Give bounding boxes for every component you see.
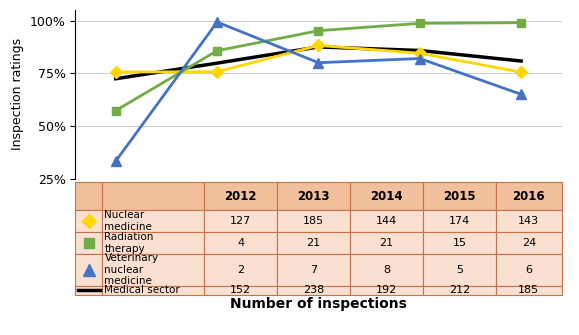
- FancyBboxPatch shape: [496, 232, 562, 254]
- FancyBboxPatch shape: [277, 210, 350, 232]
- Text: 185: 185: [518, 285, 540, 295]
- FancyBboxPatch shape: [204, 182, 277, 210]
- FancyBboxPatch shape: [75, 285, 102, 295]
- Text: 143: 143: [518, 216, 540, 226]
- Text: 7: 7: [310, 265, 317, 275]
- FancyBboxPatch shape: [75, 182, 102, 210]
- Text: 127: 127: [230, 216, 251, 226]
- Text: Nuclear
medicine: Nuclear medicine: [104, 210, 152, 232]
- Text: 144: 144: [376, 216, 397, 226]
- Text: Medical sector: Medical sector: [104, 285, 180, 295]
- Text: 152: 152: [230, 285, 251, 295]
- FancyBboxPatch shape: [102, 232, 204, 254]
- Text: 238: 238: [303, 285, 324, 295]
- FancyBboxPatch shape: [350, 285, 423, 295]
- FancyBboxPatch shape: [496, 285, 562, 295]
- FancyBboxPatch shape: [277, 254, 350, 285]
- FancyBboxPatch shape: [277, 285, 350, 295]
- FancyBboxPatch shape: [75, 210, 102, 232]
- FancyBboxPatch shape: [102, 210, 204, 232]
- Text: 24: 24: [522, 238, 536, 248]
- FancyBboxPatch shape: [277, 232, 350, 254]
- Text: 2: 2: [237, 265, 244, 275]
- Text: 212: 212: [449, 285, 470, 295]
- FancyBboxPatch shape: [102, 285, 204, 295]
- Text: 185: 185: [303, 216, 324, 226]
- Text: 15: 15: [453, 238, 467, 248]
- Text: 5: 5: [456, 265, 463, 275]
- FancyBboxPatch shape: [204, 210, 277, 232]
- FancyBboxPatch shape: [423, 254, 496, 285]
- Text: Number of inspections: Number of inspections: [230, 297, 407, 311]
- FancyBboxPatch shape: [496, 254, 562, 285]
- Text: 174: 174: [449, 216, 470, 226]
- FancyBboxPatch shape: [102, 182, 204, 210]
- FancyBboxPatch shape: [277, 182, 350, 210]
- Text: 2016: 2016: [512, 190, 545, 203]
- FancyBboxPatch shape: [75, 232, 102, 254]
- FancyBboxPatch shape: [350, 254, 423, 285]
- FancyBboxPatch shape: [496, 182, 562, 210]
- Text: 2015: 2015: [443, 190, 476, 203]
- FancyBboxPatch shape: [423, 210, 496, 232]
- Text: 21: 21: [306, 238, 321, 248]
- FancyBboxPatch shape: [496, 210, 562, 232]
- Text: 192: 192: [376, 285, 397, 295]
- FancyBboxPatch shape: [350, 210, 423, 232]
- FancyBboxPatch shape: [423, 285, 496, 295]
- FancyBboxPatch shape: [102, 254, 204, 285]
- Text: 2013: 2013: [298, 190, 330, 203]
- Y-axis label: Inspection ratings: Inspection ratings: [11, 38, 24, 150]
- FancyBboxPatch shape: [204, 254, 277, 285]
- Text: 21: 21: [379, 238, 394, 248]
- FancyBboxPatch shape: [350, 182, 423, 210]
- FancyBboxPatch shape: [423, 182, 496, 210]
- FancyBboxPatch shape: [75, 254, 102, 285]
- Text: 6: 6: [525, 265, 532, 275]
- Text: Radiation
therapy: Radiation therapy: [104, 232, 154, 254]
- FancyBboxPatch shape: [423, 232, 496, 254]
- Text: 2014: 2014: [370, 190, 403, 203]
- Text: 4: 4: [237, 238, 244, 248]
- FancyBboxPatch shape: [204, 232, 277, 254]
- Text: 2012: 2012: [225, 190, 257, 203]
- FancyBboxPatch shape: [204, 285, 277, 295]
- FancyBboxPatch shape: [350, 232, 423, 254]
- Text: Veterinary
nuclear
medicine: Veterinary nuclear medicine: [104, 253, 159, 286]
- Text: 8: 8: [383, 265, 390, 275]
